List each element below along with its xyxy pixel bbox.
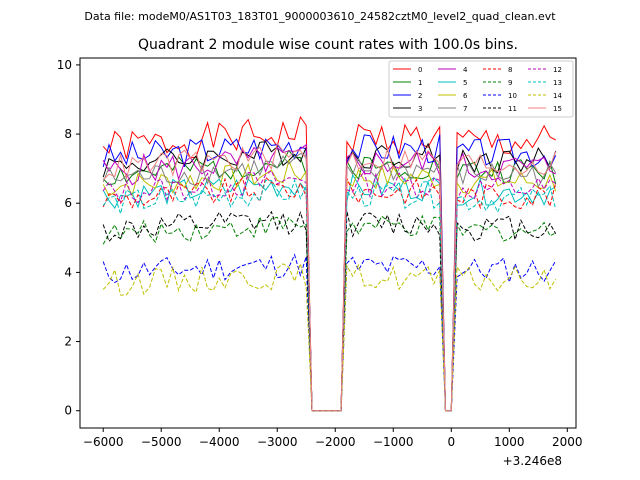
- series-line-15: [102, 142, 557, 412]
- y-tick-label: 10: [57, 58, 72, 72]
- x-offset-label: +3.246e8: [503, 454, 562, 468]
- x-tick-label: −2000: [315, 435, 356, 449]
- legend-label: 0: [418, 66, 422, 74]
- x-tick-label: −6000: [83, 435, 124, 449]
- x-tick-label: −4000: [199, 435, 240, 449]
- legend-label: 5: [463, 79, 467, 87]
- legend-label: 12: [553, 66, 562, 74]
- legend-label: 10: [508, 92, 517, 100]
- chart-title: Quadrant 2 module wise count rates with …: [138, 37, 518, 53]
- plot-frame: [79, 57, 577, 429]
- legend-label: 11: [508, 105, 517, 113]
- series-line-12: [102, 170, 556, 412]
- y-tick-label: 6: [64, 196, 72, 210]
- legend-label: 14: [553, 92, 562, 100]
- legend-label: 13: [553, 79, 562, 87]
- x-tick-label: −5000: [141, 435, 182, 449]
- y-tick-label: 4: [64, 265, 72, 279]
- y-tick-label: 8: [64, 127, 72, 141]
- series-layer: [102, 115, 557, 412]
- legend-label: 4: [463, 66, 468, 74]
- legend-label: 15: [553, 105, 562, 113]
- legend-label: 2: [418, 92, 422, 100]
- x-tick-label: −3000: [257, 435, 298, 449]
- file-suptitle: Data file: modeM0/AS1T03_183T01_90000036…: [84, 10, 556, 23]
- y-tick-label: 2: [64, 335, 72, 349]
- x-tick-label: 2000: [552, 435, 583, 449]
- y-tick-label: 0: [64, 404, 72, 418]
- legend-label: 8: [508, 66, 512, 74]
- x-axis: −6000 −5000 −4000 −3000 −2000 −1000 0 1000 2000: [83, 428, 583, 449]
- legend-label: 6: [463, 92, 468, 100]
- legend-label: 1: [418, 79, 422, 87]
- legend-label: 3: [418, 105, 422, 113]
- x-tick-label: −1000: [373, 435, 414, 449]
- legend-box: [388, 60, 574, 118]
- legend-label: 9: [508, 79, 512, 87]
- x-tick-label: 0: [447, 435, 455, 449]
- legend-label: 7: [463, 105, 467, 113]
- x-tick-label: 1000: [494, 435, 525, 449]
- y-axis: 0 2 4 6 8 10: [57, 58, 80, 418]
- series-line-14: [102, 261, 557, 412]
